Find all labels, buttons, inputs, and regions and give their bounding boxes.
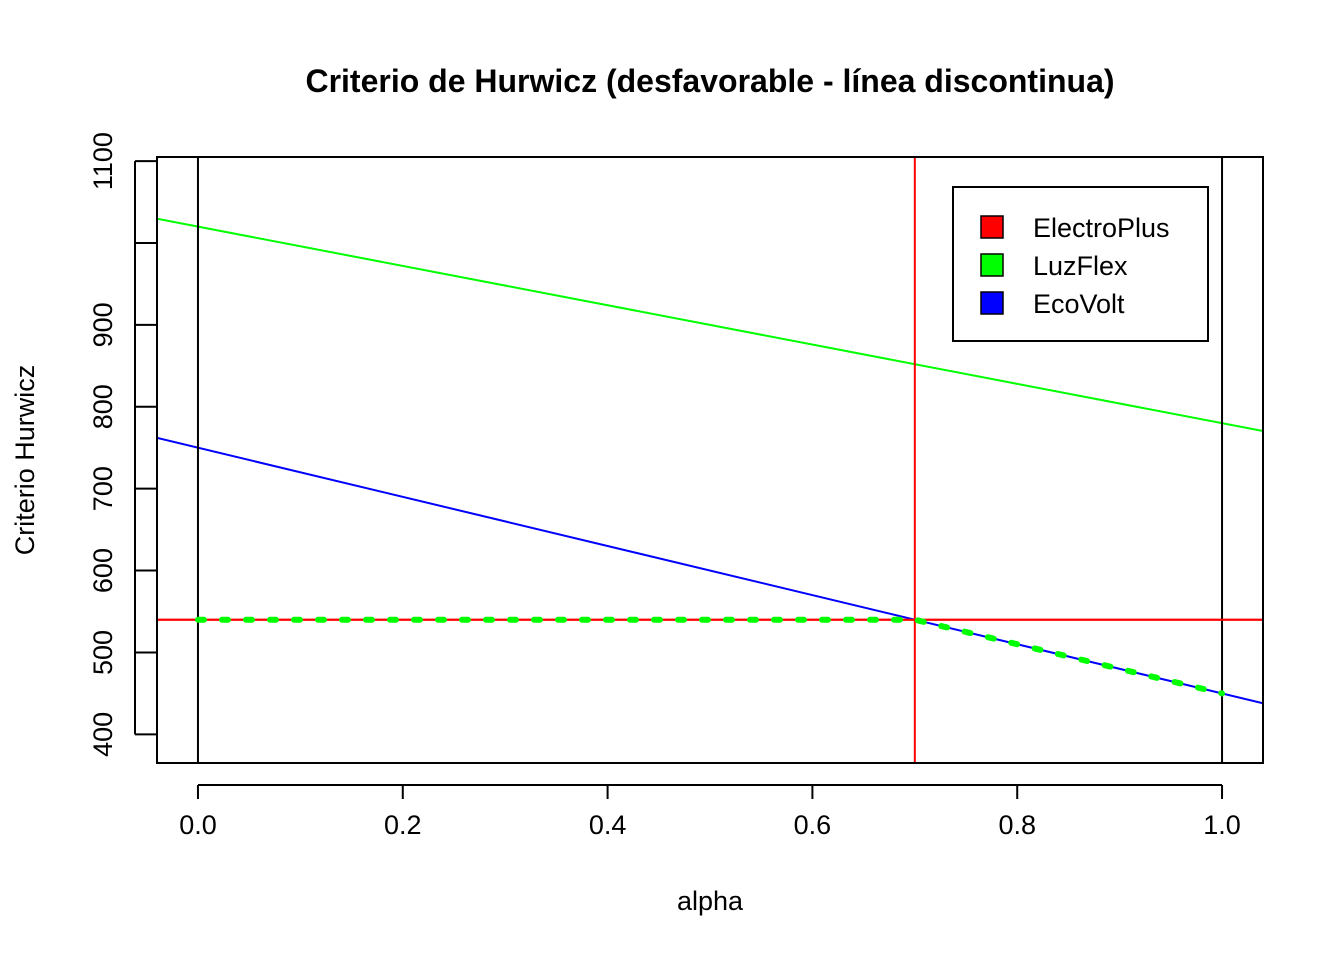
y-tick-label: 800: [88, 384, 118, 429]
minimum-envelope-dotted-line: [194, 616, 1226, 697]
y-axis-label: Criterio Hurwicz: [10, 365, 40, 556]
y-tick-label: 900: [88, 302, 118, 347]
x-tick-label: 0.4: [589, 810, 627, 840]
legend-label-electroplus: ElectroPlus: [1033, 213, 1170, 243]
x-tick-label: 0.0: [179, 810, 217, 840]
legend-label-ecovolt: EcoVolt: [1033, 289, 1125, 319]
axes: 0.0 0.2 0.4 0.6 0.8 1.0 400 500 600 700 800 900 1100: [88, 132, 1264, 840]
series-line-luzflex: [157, 217, 1263, 432]
y-tick-label: 400: [88, 712, 118, 757]
series-line-ecovolt: [157, 436, 1263, 705]
x-tick-label: 0.6: [794, 810, 832, 840]
x-tick-label: 0.8: [998, 810, 1036, 840]
y-tick-label: 500: [88, 630, 118, 675]
y-tick-label: 600: [88, 548, 118, 593]
y-tick-label: 700: [88, 466, 118, 511]
plot-area: [157, 157, 1263, 763]
x-tick-label: 1.0: [1203, 810, 1241, 840]
plot-border: [156, 156, 1264, 764]
chart-title: Criterio de Hurwicz (desfavorable - líne…: [305, 63, 1114, 99]
legend-label-luzflex: LuzFlex: [1033, 251, 1128, 281]
x-tick-label: 0.2: [384, 810, 422, 840]
y-tick-label: 1100: [88, 132, 118, 190]
x-axis-label: alpha: [677, 886, 744, 916]
legend-swatch-ecovolt: [980, 291, 1004, 315]
legend-swatch-luzflex: [980, 253, 1004, 277]
legend-swatch-electroplus: [980, 215, 1004, 239]
legend: ElectroPlus LuzFlex EcoVolt: [952, 186, 1209, 342]
